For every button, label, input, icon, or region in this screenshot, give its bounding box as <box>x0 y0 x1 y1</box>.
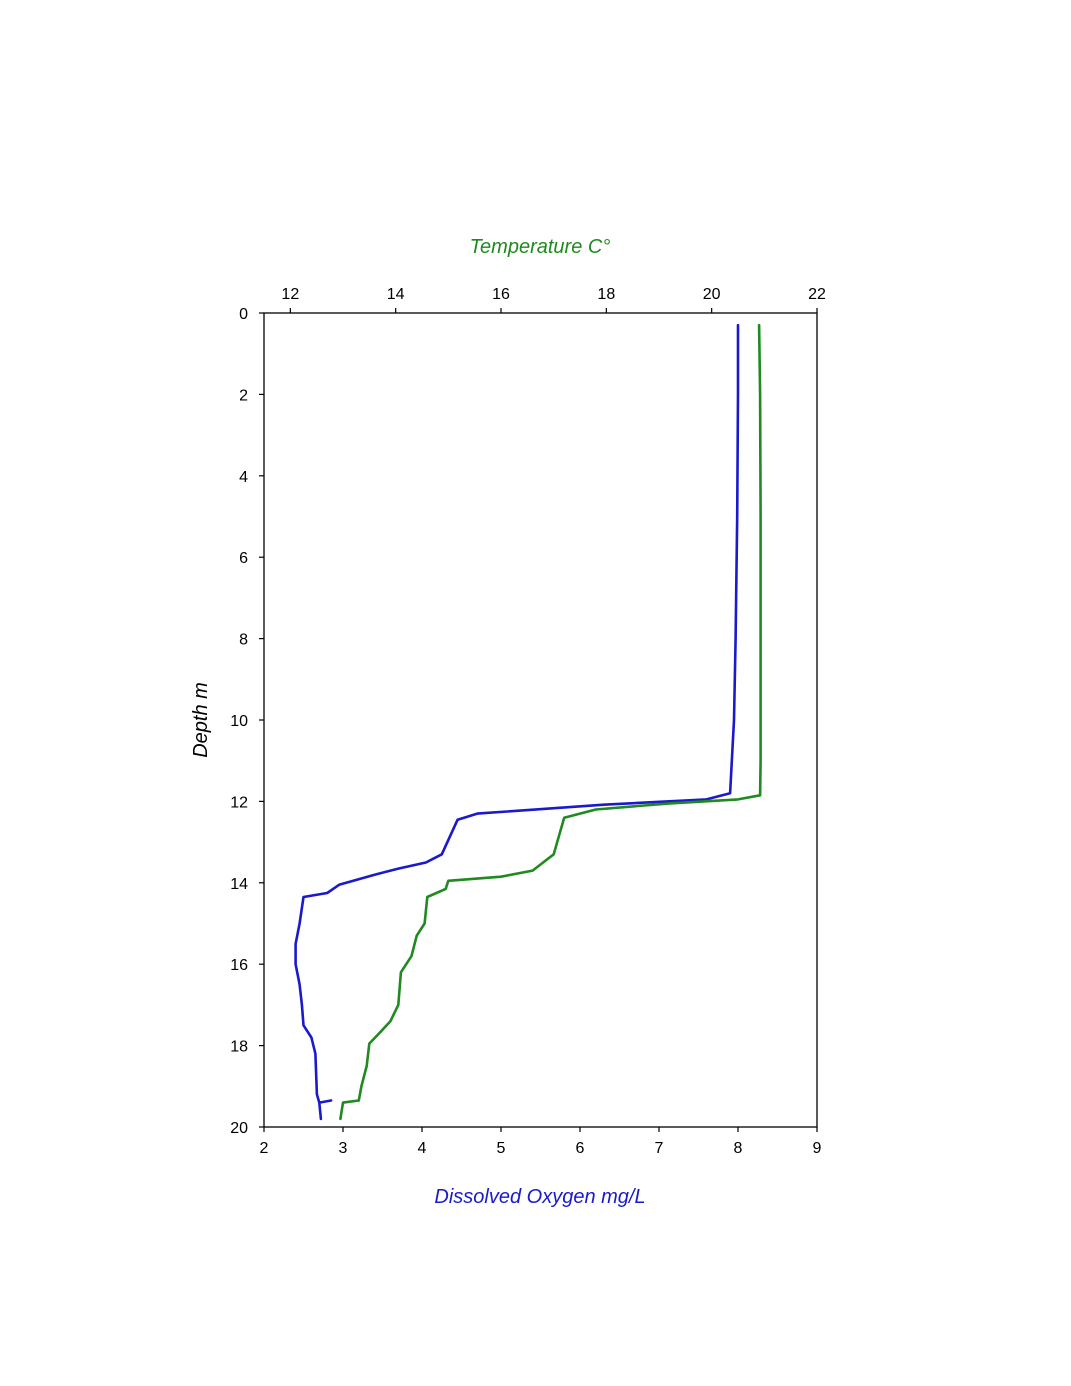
left-tick-label: 8 <box>239 632 248 649</box>
left-tick-label: 4 <box>239 469 248 486</box>
left-axis-ticks: 0 2 4 6 8 10 12 14 16 18 20 <box>230 306 264 1137</box>
bottom-tick-label: 2 <box>260 1140 269 1157</box>
left-axis-title: Depth m <box>190 682 212 758</box>
left-tick-label: 6 <box>239 550 248 567</box>
top-tick-label: 20 <box>703 286 721 303</box>
bottom-tick-label: 6 <box>576 1140 585 1157</box>
top-axis-ticks: 12 14 16 18 20 22 <box>281 286 826 313</box>
top-tick-label: 16 <box>492 286 510 303</box>
bottom-axis-ticks: 2 3 4 5 6 7 8 9 <box>260 1127 822 1157</box>
series-layer <box>294 323 762 1121</box>
bottom-tick-label: 5 <box>497 1140 506 1157</box>
left-tick-label: 12 <box>230 794 248 811</box>
left-tick-label: 0 <box>239 306 248 323</box>
left-tick-label: 20 <box>230 1120 248 1137</box>
bottom-tick-label: 8 <box>734 1140 743 1157</box>
dissolved-oxygen-series-line <box>294 323 740 1121</box>
bottom-tick-label: 3 <box>339 1140 348 1157</box>
left-tick-label: 18 <box>230 1039 248 1056</box>
temperature-series-line <box>339 323 762 1121</box>
top-axis-title: Temperature C° <box>470 236 611 258</box>
left-tick-label: 2 <box>239 387 248 404</box>
left-tick-label: 16 <box>230 957 248 974</box>
left-tick-label: 10 <box>230 713 248 730</box>
bottom-tick-label: 7 <box>655 1140 664 1157</box>
bottom-axis-title: Dissolved Oxygen mg/L <box>434 1186 645 1208</box>
top-tick-label: 12 <box>281 286 299 303</box>
bottom-tick-label: 9 <box>813 1140 822 1157</box>
top-tick-label: 18 <box>597 286 615 303</box>
top-tick-label: 22 <box>808 286 826 303</box>
top-tick-label: 14 <box>387 286 405 303</box>
left-tick-label: 14 <box>230 876 248 893</box>
bottom-tick-label: 4 <box>418 1140 427 1157</box>
